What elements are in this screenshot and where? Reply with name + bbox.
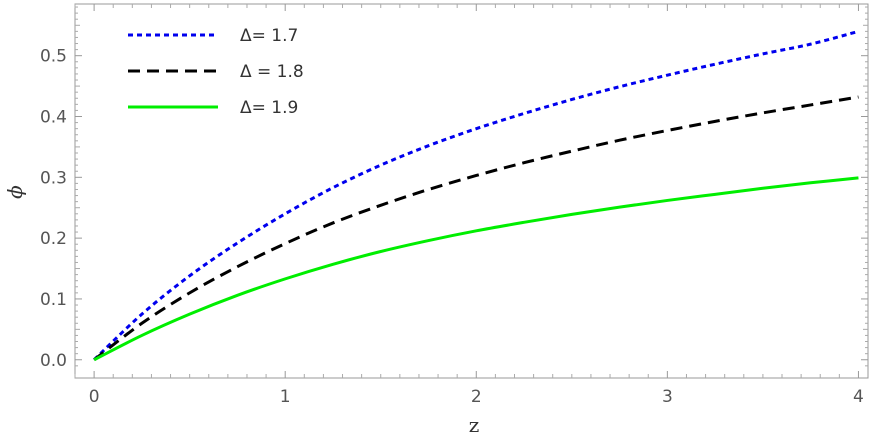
plot-frame	[74, 3, 869, 379]
series-line	[93, 29, 859, 361]
legend-label: Δ= 1.7	[240, 26, 298, 46]
y-tick-label: 0.4	[40, 108, 67, 128]
ticks-layer	[74, 4, 868, 378]
y-tick-label: 0.5	[40, 47, 67, 67]
series-layer	[93, 29, 859, 362]
legend: Δ= 1.7 Δ = 1.8 Δ= 1.9	[128, 26, 304, 118]
legend-label: Δ= 1.9	[240, 98, 298, 118]
x-tick-label: 0	[89, 387, 100, 407]
y-tick-label: 0.0	[40, 351, 67, 371]
y-axis-title: ϕ	[3, 185, 27, 199]
x-tick-label: 2	[471, 387, 482, 407]
y-tick-label: 0.1	[40, 290, 67, 310]
x-tick-label: 1	[280, 387, 291, 407]
x-axis-title: z	[469, 413, 480, 436]
series-line	[93, 95, 859, 361]
series-line	[93, 176, 859, 362]
x-tick-label: 3	[662, 387, 673, 407]
legend-label: Δ = 1.8	[240, 62, 304, 82]
x-tick-label: 4	[853, 387, 864, 407]
y-tick-label: 0.2	[40, 229, 67, 249]
tick-labels-layer: 0 1 2 3 4 0.0 0.1 0.2 0.3 0.4 0.5	[40, 47, 864, 407]
y-tick-label: 0.3	[40, 168, 67, 188]
